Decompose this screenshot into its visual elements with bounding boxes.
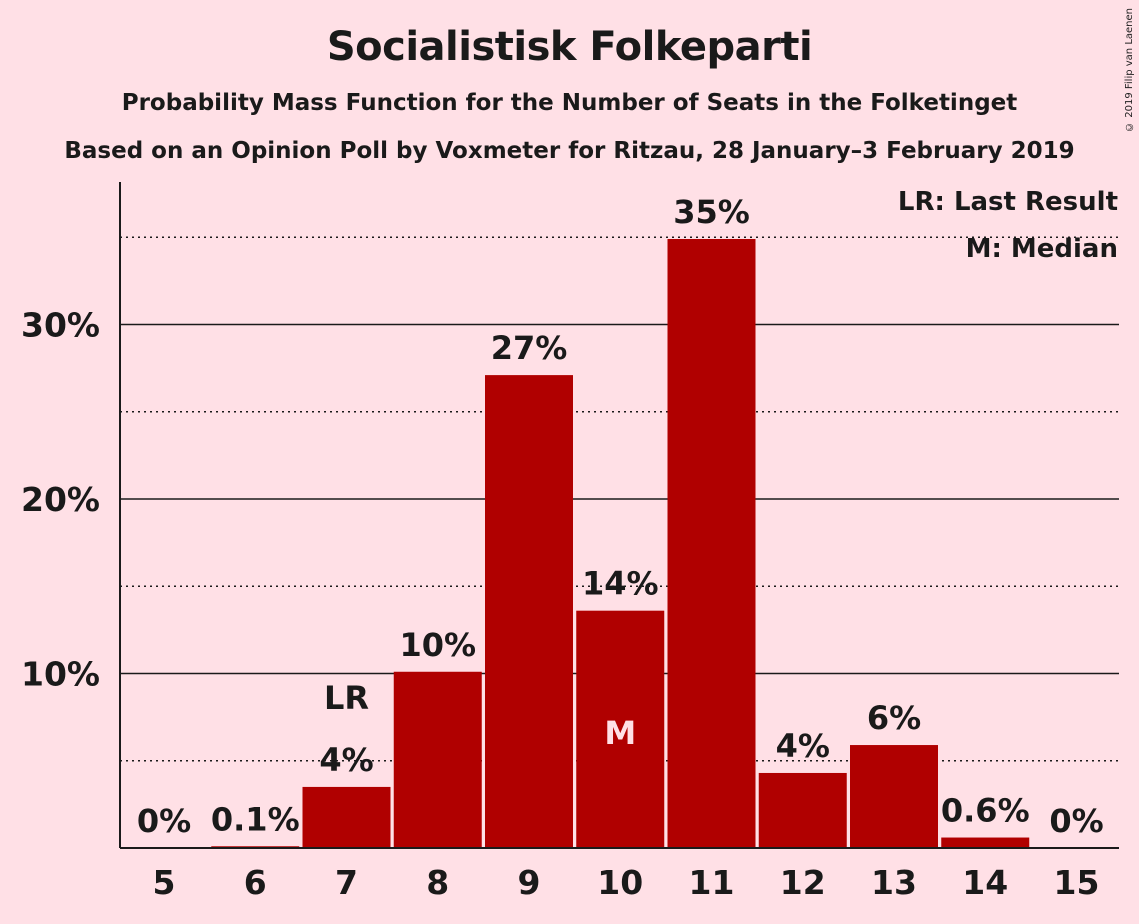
bar: [758, 772, 847, 848]
bar: [302, 786, 391, 848]
bar: [941, 837, 1030, 848]
bar: [667, 238, 756, 848]
legend-entry: LR: Last Result: [898, 187, 1118, 217]
x-tick-label: 7: [335, 863, 358, 902]
bar-value-label: 4%: [319, 741, 373, 779]
chart-title: Socialistisk Folkeparti: [326, 24, 813, 70]
x-tick-label: 14: [962, 863, 1008, 902]
chart-subtitle: Probability Mass Function for the Number…: [121, 90, 1018, 116]
y-tick-label: 10%: [21, 655, 100, 694]
bar: [850, 745, 938, 848]
chart-source: Based on an Opinion Poll by Voxmeter for…: [64, 138, 1075, 164]
bar-value-label: 14%: [582, 565, 659, 603]
x-tick-label: 6: [244, 863, 267, 902]
x-tick-label: 10: [597, 863, 643, 902]
bar-value-label: 6%: [867, 699, 921, 737]
bar: [393, 671, 482, 848]
bar-value-label: 0.6%: [941, 792, 1030, 830]
bar: [576, 610, 665, 848]
x-tick-label: 12: [780, 863, 826, 902]
bar-value-label: 0%: [1049, 802, 1103, 840]
x-tick-label: 8: [426, 863, 449, 902]
bar: [485, 375, 573, 848]
y-tick-label: 20%: [21, 480, 100, 519]
bar-value-label: 4%: [776, 727, 830, 765]
bar-value-label: 27%: [491, 329, 568, 367]
x-tick-label: 15: [1054, 863, 1100, 902]
y-tick-label: 30%: [21, 306, 100, 345]
bar-value-label: 10%: [399, 626, 476, 664]
x-tick-label: 11: [689, 863, 735, 902]
x-tick-label: 9: [518, 863, 541, 902]
median-marker: M: [604, 714, 636, 752]
bar-value-label: 35%: [673, 193, 750, 231]
x-tick-label: 13: [871, 863, 917, 902]
legend-entry: M: Median: [966, 234, 1118, 264]
bar-value-label: 0.1%: [211, 800, 300, 838]
last-result-marker: LR: [324, 679, 369, 717]
x-tick-label: 5: [153, 863, 176, 902]
bar-value-label: 0%: [137, 802, 191, 840]
